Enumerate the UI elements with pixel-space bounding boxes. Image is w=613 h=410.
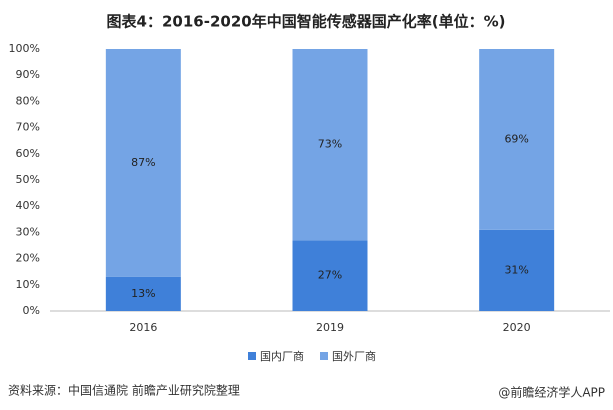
- bar-segment: [292, 49, 368, 241]
- legend-label: 国内厂商: [260, 349, 304, 363]
- y-tick-label: 30%: [16, 225, 40, 238]
- y-tick-label: 100%: [9, 42, 40, 55]
- value-label: 31%: [504, 263, 528, 276]
- y-tick-label: 80%: [16, 94, 40, 107]
- value-label: 27%: [318, 269, 342, 282]
- y-tick-label: 60%: [16, 147, 40, 160]
- x-tick-label: 2016: [129, 321, 157, 334]
- bar-segment: [105, 49, 181, 277]
- y-tick-label: 40%: [16, 199, 40, 212]
- y-tick-label: 20%: [16, 252, 40, 265]
- legend-swatch: [248, 352, 256, 360]
- y-tick-label: 50%: [16, 173, 40, 186]
- bar-segment: [479, 229, 555, 311]
- chart-title: 图表4：2016-2020年中国智能传感器国产化率(单位：%): [107, 13, 506, 31]
- value-label: 69%: [504, 132, 528, 145]
- y-tick-label: 70%: [16, 121, 40, 134]
- bar-segment: [105, 276, 181, 311]
- x-tick-label: 2019: [316, 321, 344, 334]
- value-label: 73%: [318, 138, 342, 151]
- y-tick-label: 0%: [23, 304, 40, 317]
- bar-segment: [292, 240, 368, 311]
- legend-swatch: [320, 352, 328, 360]
- watermark: @前瞻经济学人APP: [498, 385, 605, 400]
- value-label: 13%: [131, 287, 155, 300]
- x-tick-label: 2020: [503, 321, 531, 334]
- y-tick-label: 90%: [16, 68, 40, 81]
- legend-label: 国外厂商: [332, 349, 376, 363]
- source: 资料来源：中国信通院 前瞻产业研究院整理: [8, 383, 240, 398]
- bar-segment: [479, 49, 555, 230]
- value-label: 87%: [131, 156, 155, 169]
- y-tick-label: 10%: [16, 278, 40, 291]
